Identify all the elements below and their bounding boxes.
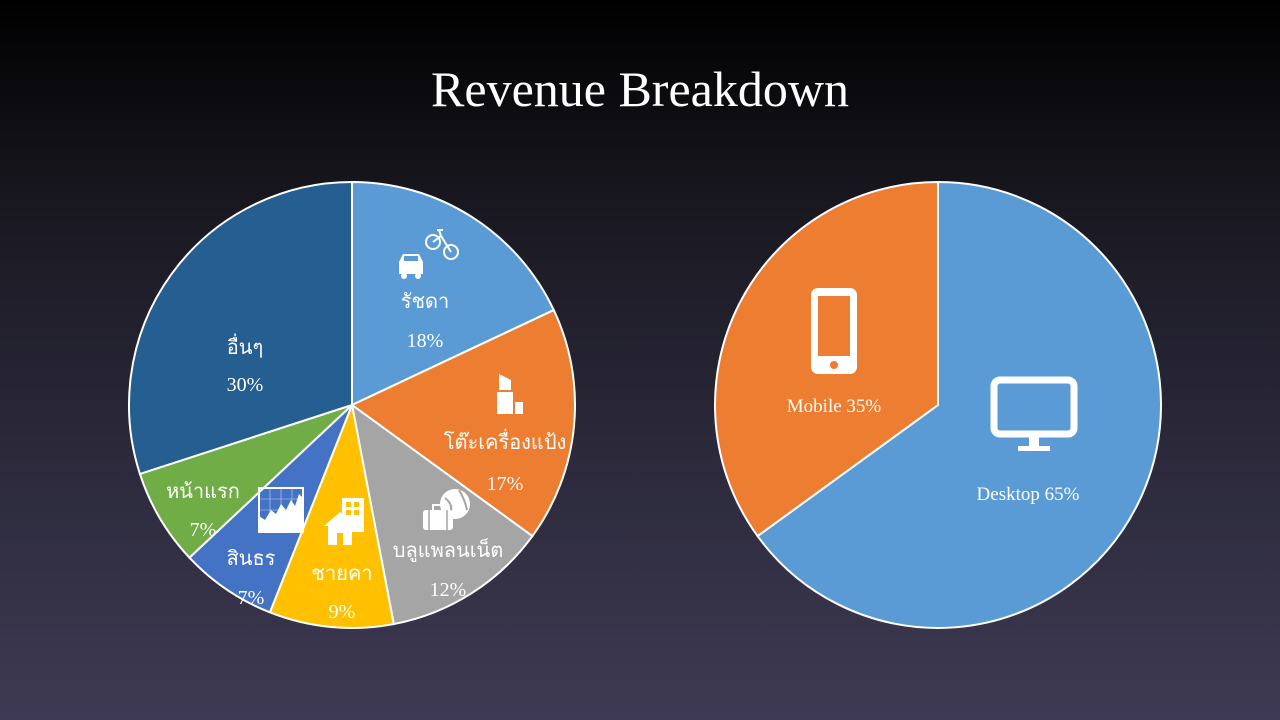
travel-globe-icon bbox=[423, 489, 470, 530]
slice-label-5: หน้าแรก bbox=[166, 481, 240, 503]
house-building-icon bbox=[324, 498, 364, 545]
car-bicycle-icon bbox=[399, 229, 459, 279]
slice-value-5: 7% bbox=[190, 519, 217, 541]
slice-value-3: 9% bbox=[329, 601, 356, 623]
pie-slice-0 bbox=[351, 180, 556, 407]
slice-value-1: 17% bbox=[487, 473, 524, 495]
pie-slice-3 bbox=[268, 401, 395, 629]
slice-label-2: บลูแพลนเน็ต bbox=[393, 537, 503, 563]
page-title: Revenue Breakdown bbox=[431, 61, 849, 117]
slice-value-2: 12% bbox=[430, 579, 467, 601]
slice-value-4: 7% bbox=[238, 587, 265, 609]
slice-label-1: โต๊ะเครื่องแป้ง bbox=[444, 428, 567, 454]
device-revenue-pie: Desktop 65% Mobile 35% bbox=[714, 180, 1162, 629]
slice-label-3: ชายคา bbox=[311, 563, 372, 585]
chart-icon bbox=[258, 487, 304, 533]
slice-value-6: 30% bbox=[227, 374, 264, 396]
pie-slice-6 bbox=[128, 180, 353, 476]
slice-value-0: 18% bbox=[407, 330, 444, 352]
slice-value-0: Desktop 65% bbox=[977, 484, 1080, 505]
smartphone-icon bbox=[811, 288, 857, 374]
pie-slice-1 bbox=[350, 308, 576, 538]
slice-label-6: อื่นๆ bbox=[227, 333, 263, 359]
slice-label-4: สินธร bbox=[227, 548, 276, 570]
monitor-icon bbox=[990, 376, 1078, 451]
pie-slice-0 bbox=[756, 180, 1162, 629]
store-revenue-pie: รัชดา 18% โต๊ะเครื่องแป้ง 17% บลูแพลนเน็ต 12%… bbox=[128, 180, 576, 629]
slice-value-1: Mobile 35% bbox=[787, 396, 882, 417]
lipstick-icon bbox=[497, 374, 523, 414]
slice-label-0: รัชดา bbox=[401, 291, 450, 313]
